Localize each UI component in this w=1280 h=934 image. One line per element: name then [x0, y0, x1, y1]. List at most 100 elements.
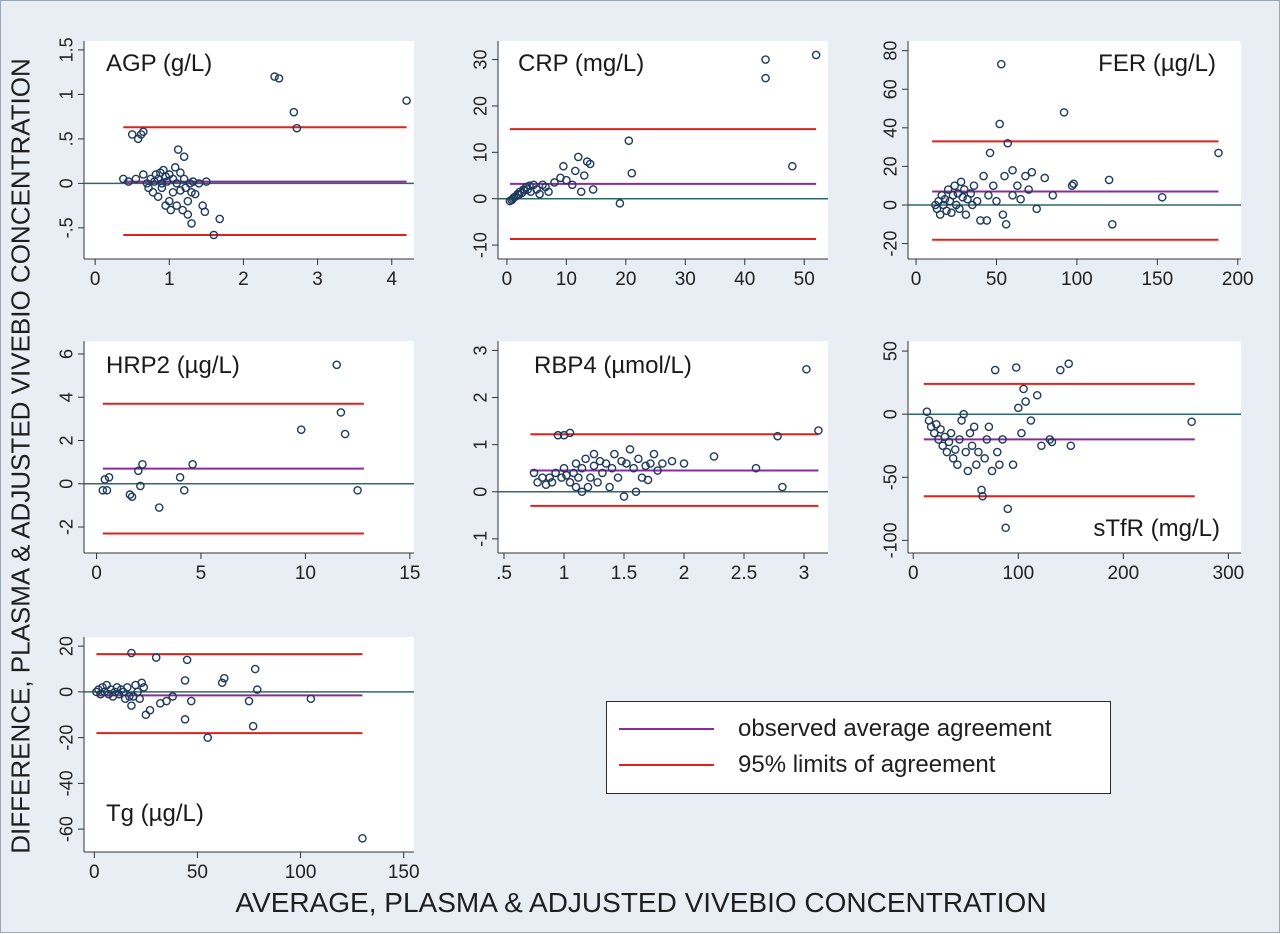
data-point	[551, 468, 560, 478]
data-point	[533, 478, 542, 487]
data-point	[136, 130, 146, 139]
data-point	[1001, 219, 1011, 229]
x-tick-label: 3	[312, 269, 323, 290]
data-point	[562, 175, 571, 185]
data-point	[547, 478, 557, 487]
y-tick-label: 0	[881, 409, 901, 419]
data-point	[966, 189, 976, 198]
data-point	[965, 428, 975, 438]
panel-7: -60 -40 -20 0 20 0 50 100 150 Tg (µg/L)	[57, 636, 420, 883]
y-tick-label: 80	[881, 41, 901, 61]
data-point	[219, 673, 229, 683]
x-tick-label: 30	[675, 269, 696, 290]
data-point	[1021, 171, 1030, 181]
panel-title: Tg (µg/L)	[106, 800, 204, 827]
data-point	[658, 459, 667, 468]
data-point	[950, 445, 960, 454]
y-tick-label: 1	[471, 440, 491, 450]
data-point	[248, 721, 258, 731]
data-point	[570, 166, 580, 176]
data-point	[948, 454, 958, 463]
x-tick-label: 40	[734, 269, 755, 290]
data-point	[1032, 390, 1042, 400]
data-point	[336, 408, 346, 417]
y-tick-label: 20	[57, 636, 77, 656]
data-point	[577, 487, 587, 497]
data-point	[292, 123, 302, 133]
data-point	[577, 463, 587, 473]
data-point	[1157, 192, 1167, 202]
panel-2: -10 0 10 20 30 0 10 20 30 40 50 CRP (mg/L)	[471, 41, 828, 290]
data-point	[172, 179, 181, 188]
x-tick-label: 100	[1002, 563, 1034, 584]
data-point	[581, 454, 590, 464]
data-point	[1064, 359, 1074, 369]
data-point	[151, 170, 161, 179]
plot-area	[84, 41, 414, 259]
data-point	[624, 136, 634, 146]
data-point	[1008, 191, 1017, 200]
data-point	[182, 655, 192, 665]
x-tick-label: .5	[496, 563, 512, 584]
data-point	[982, 216, 992, 225]
data-point	[190, 189, 200, 199]
data-point	[605, 482, 614, 492]
data-point	[1037, 441, 1046, 451]
data-point	[992, 447, 1002, 457]
data-point	[270, 72, 279, 81]
data-point	[574, 473, 583, 482]
data-point	[157, 183, 167, 193]
data-point	[179, 174, 189, 184]
data-point	[553, 430, 563, 440]
data-point	[1008, 460, 1018, 469]
panel-4: -2 0 2 4 6 0 5 10 15 HRP2 (µg/L)	[57, 341, 420, 584]
data-point	[1003, 138, 1013, 148]
data-point	[761, 55, 770, 64]
data-point	[559, 161, 568, 171]
data-point	[963, 466, 973, 476]
x-tick-label: 50	[187, 862, 208, 883]
y-tick-label: 20	[881, 156, 901, 176]
data-point	[1001, 523, 1010, 533]
data-point	[942, 206, 951, 216]
data-point	[179, 152, 189, 161]
y-tick-label: -40	[57, 770, 77, 796]
data-point	[922, 407, 932, 416]
data-point	[629, 463, 638, 473]
data-point	[622, 459, 631, 468]
data-point	[709, 452, 719, 461]
panel-title: HRP2 (µg/L)	[106, 352, 240, 379]
data-point	[995, 460, 1004, 469]
data-point	[679, 459, 689, 468]
x-tick-label: 2	[238, 269, 249, 290]
data-point	[1056, 365, 1065, 375]
y-tick-label: 0	[57, 479, 77, 489]
data-point	[131, 174, 141, 184]
data-point	[172, 201, 181, 210]
data-point	[545, 473, 554, 482]
y-tick-label: -.5	[57, 217, 77, 238]
data-point	[289, 107, 299, 117]
legend-item-mean: observed average agreement	[619, 714, 1052, 744]
data-point	[513, 189, 522, 199]
data-point	[1019, 384, 1028, 394]
x-tick-label: 200	[1107, 563, 1139, 584]
data-point	[1067, 181, 1077, 190]
y-tick-label: 50	[881, 341, 901, 361]
data-point	[598, 468, 607, 478]
panel-title: FER (µg/L)	[1098, 50, 1216, 77]
y-tick-label: 0	[881, 200, 901, 210]
data-point	[544, 187, 553, 197]
data-point	[601, 459, 611, 468]
data-point	[972, 196, 982, 206]
legend: observed average agreement 95% limits of…	[606, 701, 1111, 794]
data-point	[164, 196, 174, 206]
data-point	[125, 490, 135, 499]
data-point	[187, 219, 196, 228]
data-point	[1026, 416, 1036, 425]
data-point	[1032, 204, 1041, 214]
data-point	[1040, 173, 1050, 183]
y-tick-label: -50	[881, 464, 901, 490]
data-point	[139, 127, 148, 137]
x-tick-label: 0	[89, 862, 100, 883]
